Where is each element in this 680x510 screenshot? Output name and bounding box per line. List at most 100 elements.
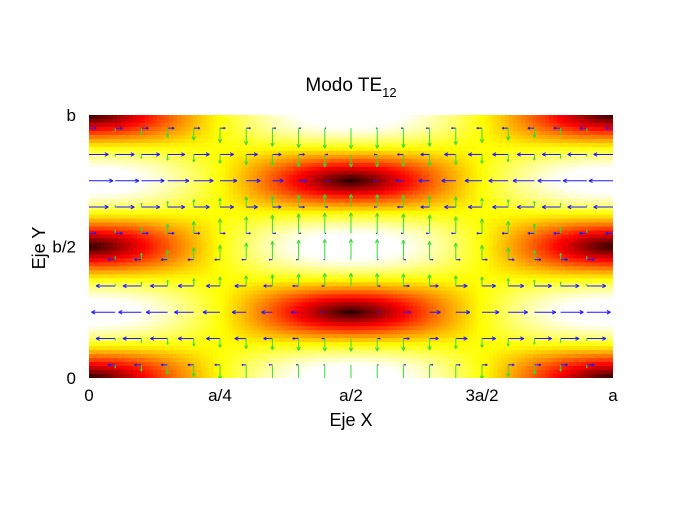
heatmap-cell — [353, 274, 358, 279]
heatmap-cell — [177, 270, 182, 275]
heatmap-cell — [349, 234, 354, 240]
heatmap-cell — [277, 318, 282, 323]
heatmap-cell — [213, 162, 218, 168]
heatmap-cell — [109, 170, 114, 176]
heatmap-cell — [213, 254, 218, 260]
heatmap-cell — [113, 134, 118, 140]
heatmap-cell — [105, 322, 110, 327]
heatmap-cell — [389, 182, 394, 188]
heatmap-cell — [93, 270, 98, 275]
heatmap-cell — [257, 170, 262, 176]
heatmap-cell — [97, 266, 102, 271]
heatmap-cell — [233, 206, 238, 212]
heatmap-cell — [213, 146, 218, 152]
heatmap-cell — [133, 334, 138, 339]
heatmap-cell — [389, 186, 394, 192]
heatmap-cell — [265, 210, 270, 216]
heatmap-cell — [109, 270, 114, 275]
heatmap-cell — [361, 306, 366, 311]
heatmap-cell — [113, 146, 118, 152]
heatmap-cell — [221, 354, 226, 359]
heatmap-cell — [145, 326, 150, 331]
heatmap-cell — [133, 238, 138, 244]
heatmap-cell — [173, 186, 178, 192]
heatmap-cell — [129, 242, 134, 248]
heatmap-cell — [285, 222, 290, 228]
heatmap-cell — [89, 186, 94, 192]
heatmap-cell — [257, 158, 262, 164]
heatmap-cell — [149, 218, 154, 224]
heatmap-cell — [153, 118, 158, 124]
heatmap-cell — [213, 154, 218, 160]
heatmap-cell — [157, 290, 162, 295]
heatmap-cell — [377, 258, 382, 264]
heatmap-cell — [257, 198, 262, 204]
heatmap-cell — [105, 370, 110, 375]
heatmap-cell — [137, 218, 142, 224]
heatmap-cell — [145, 206, 150, 212]
heatmap-cell — [365, 194, 370, 200]
heatmap-cell — [241, 294, 246, 299]
heatmap-cell — [245, 206, 250, 212]
heatmap-cell — [165, 270, 170, 275]
heatmap-cell — [257, 226, 262, 232]
heatmap-cell — [121, 258, 126, 264]
heatmap-cell — [213, 350, 218, 355]
heatmap-cell — [137, 362, 142, 367]
heatmap-cell — [257, 182, 262, 188]
heatmap-cell — [385, 202, 390, 208]
heatmap-cell — [189, 194, 194, 200]
heatmap-cell — [253, 130, 258, 136]
heatmap-cell — [361, 182, 366, 188]
heatmap-cell — [177, 238, 182, 244]
heatmap-cell — [325, 250, 330, 256]
heatmap-cell — [257, 298, 262, 303]
heatmap-cell — [125, 134, 130, 140]
heatmap-cell — [169, 286, 174, 291]
heatmap-cell — [121, 286, 126, 291]
heatmap-cell — [89, 262, 94, 268]
heatmap-cell — [337, 318, 342, 323]
heatmap-cell — [381, 190, 386, 196]
heatmap-cell — [169, 322, 174, 327]
heatmap-cell — [229, 354, 234, 359]
heatmap-cell — [93, 142, 98, 148]
heatmap-cell — [261, 330, 266, 335]
heatmap-cell — [205, 226, 210, 232]
heatmap-cell — [313, 118, 318, 124]
heatmap-cell — [157, 150, 162, 156]
heatmap-cell — [261, 122, 266, 128]
heatmap-cell — [337, 362, 342, 367]
heatmap-cell — [129, 342, 134, 347]
heatmap-cell — [273, 246, 278, 252]
heatmap-cell — [301, 118, 306, 124]
heatmap-cell — [337, 146, 342, 152]
heatmap-cell — [93, 138, 98, 144]
heatmap-cell — [241, 374, 246, 378]
heatmap-cell — [101, 270, 106, 275]
heatmap-cell — [345, 238, 350, 244]
heatmap-cell — [109, 138, 114, 144]
heatmap-cell — [197, 286, 202, 291]
heatmap-cell — [385, 226, 390, 232]
heatmap-cell — [361, 146, 366, 152]
heatmap-cell — [249, 166, 254, 172]
heatmap-cell — [297, 130, 302, 136]
heatmap-cell — [261, 346, 266, 351]
heatmap-cell — [361, 338, 366, 343]
heatmap-cell — [193, 246, 198, 252]
heatmap-cell — [353, 302, 358, 307]
heatmap-cell — [349, 270, 354, 275]
heatmap-cell — [225, 302, 230, 307]
heatmap-cell — [269, 246, 274, 252]
heatmap-cell — [361, 290, 366, 295]
heatmap-cell — [273, 322, 278, 327]
heatmap-cell — [365, 134, 370, 140]
heatmap-cell — [109, 142, 114, 148]
heatmap-cell — [105, 226, 110, 232]
heatmap-cell — [289, 174, 294, 180]
heatmap-cell — [205, 202, 210, 208]
heatmap-cell — [301, 278, 306, 283]
heatmap-cell — [337, 246, 342, 252]
heatmap-cell — [221, 158, 226, 164]
